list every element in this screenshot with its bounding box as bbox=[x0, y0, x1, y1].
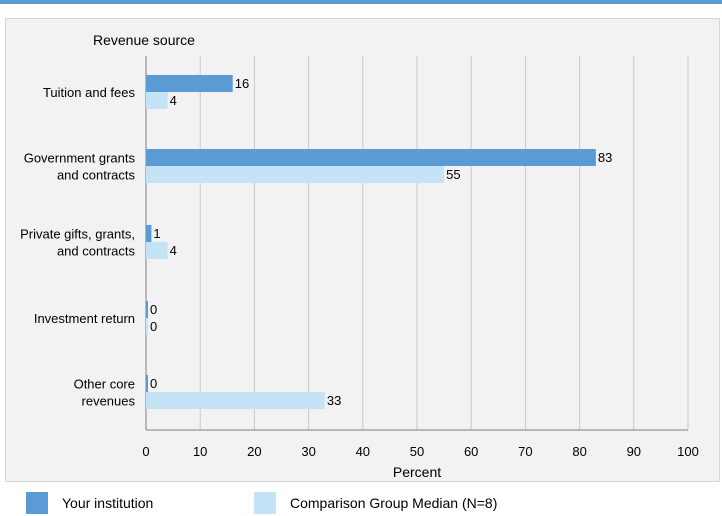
bar-institution-0 bbox=[146, 75, 233, 92]
bar-median-1 bbox=[146, 166, 445, 183]
category-label-3-0: Investment return bbox=[34, 311, 135, 326]
x-tick-label-90: 90 bbox=[627, 444, 641, 459]
category-label-2-1: and contracts bbox=[57, 244, 136, 259]
x-tick-label-20: 20 bbox=[247, 444, 261, 459]
data-label-institution-0: 16 bbox=[235, 76, 249, 91]
x-tick-label-50: 50 bbox=[410, 444, 424, 459]
x-tick-label-40: 40 bbox=[356, 444, 370, 459]
x-tick-label-100: 100 bbox=[677, 444, 699, 459]
data-label-median-3: 0 bbox=[150, 319, 157, 334]
data-label-institution-4: 0 bbox=[150, 376, 157, 391]
data-label-median-1: 55 bbox=[446, 167, 460, 182]
x-axis-title: Percent bbox=[392, 464, 442, 480]
bar-median-2 bbox=[146, 242, 168, 259]
bar-median-3 bbox=[146, 318, 148, 335]
x-tick-label-30: 30 bbox=[301, 444, 315, 459]
category-label-4-0: Other core bbox=[74, 377, 135, 392]
x-tick-label-80: 80 bbox=[572, 444, 586, 459]
data-label-median-2: 4 bbox=[170, 243, 177, 258]
x-tick-label-0: 0 bbox=[142, 444, 149, 459]
bar-institution-4 bbox=[146, 375, 148, 392]
bar-institution-3 bbox=[146, 301, 148, 318]
data-label-institution-2: 1 bbox=[153, 226, 160, 241]
category-label-0-0: Tuition and fees bbox=[43, 85, 136, 100]
data-label-institution-3: 0 bbox=[150, 302, 157, 317]
data-label-median-4: 33 bbox=[327, 393, 341, 408]
category-label-2-0: Private gifts, grants, bbox=[20, 227, 135, 242]
category-label-1-0: Government grants bbox=[24, 151, 136, 166]
category-label-4-1: revenues bbox=[82, 394, 136, 409]
y-axis-title: Revenue source bbox=[93, 32, 195, 48]
legend-label-your-institution: Your institution bbox=[62, 495, 154, 511]
legend-swatch-your-institution bbox=[26, 492, 48, 514]
legend-item-comparison-median: Comparison Group Median (N=8) bbox=[254, 492, 497, 514]
top-accent-rule bbox=[0, 0, 722, 4]
legend-swatch-comparison-median bbox=[254, 492, 276, 514]
data-label-median-0: 4 bbox=[170, 93, 177, 108]
bar-median-4 bbox=[146, 392, 325, 409]
legend: Your institution Comparison Group Median… bbox=[0, 484, 722, 516]
bar-median-0 bbox=[146, 92, 168, 109]
bar-institution-1 bbox=[146, 149, 596, 166]
data-label-institution-1: 83 bbox=[598, 150, 612, 165]
bar-institution-2 bbox=[146, 225, 152, 242]
x-tick-label-10: 10 bbox=[193, 444, 207, 459]
category-label-1-1: and contracts bbox=[57, 168, 136, 183]
legend-item-your-institution: Your institution bbox=[26, 492, 153, 514]
legend-label-comparison-median: Comparison Group Median (N=8) bbox=[290, 495, 498, 511]
x-tick-label-70: 70 bbox=[518, 444, 532, 459]
x-tick-label-60: 60 bbox=[464, 444, 478, 459]
